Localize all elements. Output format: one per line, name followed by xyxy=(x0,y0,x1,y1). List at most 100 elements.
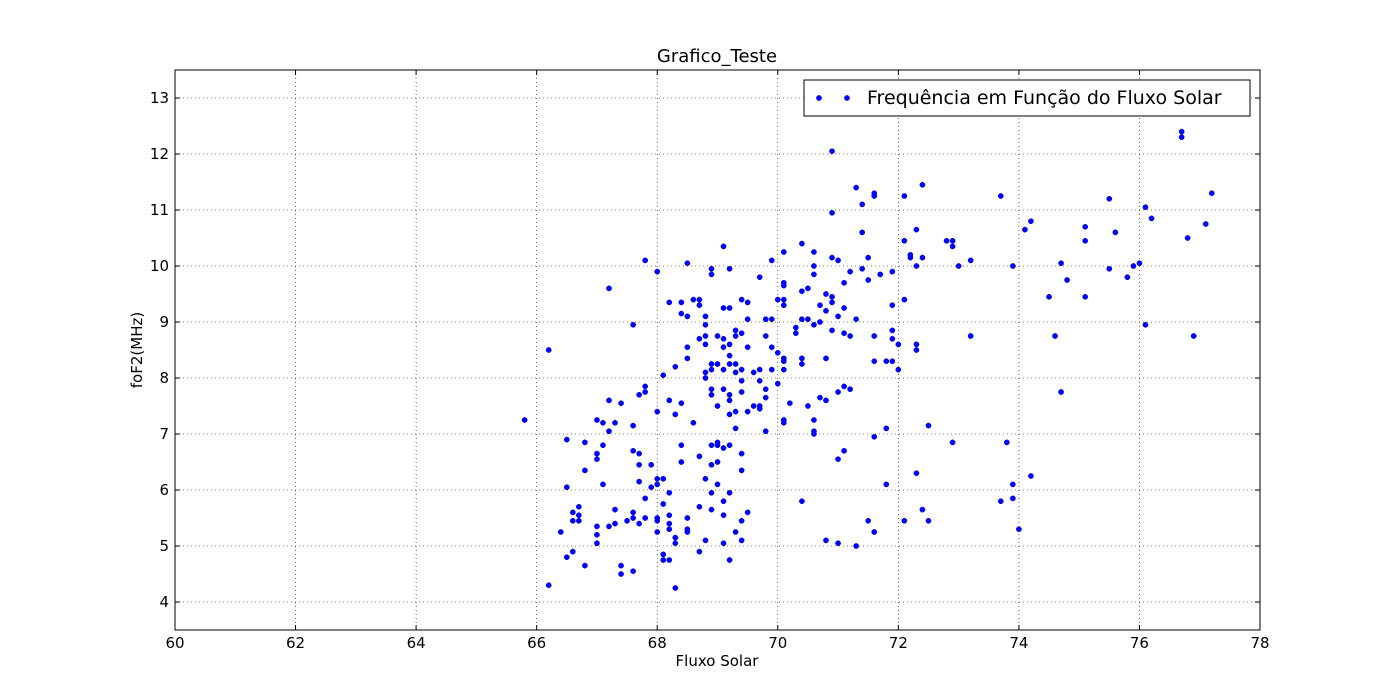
scatter-point xyxy=(1064,277,1070,283)
scatter-point xyxy=(967,333,974,339)
scatter-point xyxy=(684,515,691,521)
scatter-point xyxy=(768,316,775,323)
scatter-point xyxy=(732,425,739,432)
x-tick-label: 60 xyxy=(165,634,184,652)
scatter-point xyxy=(720,512,727,519)
scatter-point xyxy=(684,529,691,535)
scatter-point xyxy=(702,313,709,320)
scatter-point xyxy=(835,540,841,547)
scatter-point xyxy=(714,403,721,409)
scatter-point xyxy=(799,240,805,247)
scatter-point xyxy=(780,249,787,255)
y-tick-label: 10 xyxy=(150,257,169,275)
scatter-point xyxy=(696,302,703,309)
scatter-point xyxy=(708,366,715,373)
scatter-point xyxy=(582,467,588,474)
scatter-point xyxy=(750,403,757,409)
scatter-point xyxy=(708,442,715,449)
scatter-point xyxy=(811,431,817,437)
scatter-point xyxy=(1028,218,1034,225)
scatter-point xyxy=(720,335,727,342)
scatter-point xyxy=(702,341,709,348)
scatter-point xyxy=(780,302,787,309)
scatter-point xyxy=(642,383,649,390)
scatter-point xyxy=(853,316,859,323)
scatter-point xyxy=(678,310,685,317)
scatter-point xyxy=(780,419,787,426)
scatter-point xyxy=(1010,263,1016,269)
scatter-point xyxy=(1190,333,1197,339)
scatter-point xyxy=(823,355,829,362)
scatter-point xyxy=(630,515,636,521)
scatter-point xyxy=(563,554,570,561)
scatter-point xyxy=(582,562,588,569)
scatter-point xyxy=(871,358,878,365)
scatter-point xyxy=(756,274,763,281)
x-tick-label: 70 xyxy=(768,634,787,652)
scatter-point xyxy=(871,433,878,440)
scatter-point xyxy=(744,344,751,351)
scatter-point xyxy=(762,333,769,339)
scatter-point xyxy=(732,327,739,334)
scatter-point xyxy=(1028,473,1034,479)
scatter-point xyxy=(702,369,709,376)
scatter-point xyxy=(768,257,775,264)
scatter-point xyxy=(612,419,618,426)
scatter-point xyxy=(708,489,715,496)
legend: Frequência em Função do Fluxo Solar xyxy=(803,79,1251,117)
scatter-point xyxy=(594,456,600,463)
scatter-point xyxy=(720,386,727,393)
scatter-point xyxy=(835,257,841,264)
scatter-point xyxy=(805,403,811,409)
scatter-point xyxy=(576,517,582,524)
scatter-point xyxy=(943,237,950,244)
legend-marker xyxy=(816,95,822,101)
scatter-point xyxy=(630,568,636,575)
scatter-point xyxy=(762,316,769,323)
scatter-point xyxy=(708,361,715,367)
scatter-point xyxy=(865,254,872,261)
scatter-point xyxy=(786,400,793,407)
scatter-point xyxy=(1124,274,1131,281)
data-points xyxy=(521,128,1215,591)
scatter-point xyxy=(1082,293,1089,300)
scatter-point xyxy=(690,419,697,426)
scatter-point xyxy=(1058,389,1064,395)
scatter-point xyxy=(648,484,655,491)
scatter-point xyxy=(642,389,649,395)
scatter-point xyxy=(738,467,745,474)
scatter-point xyxy=(732,408,739,415)
scatter-point xyxy=(576,512,582,519)
scatter-point xyxy=(612,520,618,527)
scatter-point xyxy=(557,529,564,535)
scatter-point xyxy=(865,517,872,524)
scatter-point xyxy=(1016,526,1022,533)
scatter-point xyxy=(738,296,745,303)
scatter-point xyxy=(612,506,618,513)
scatter-point xyxy=(774,296,781,303)
scatter-point xyxy=(883,481,890,488)
scatter-point xyxy=(660,551,667,558)
scatter-point xyxy=(811,271,817,278)
scatter-point xyxy=(805,285,811,292)
scatter-point xyxy=(925,422,932,429)
scatter-point xyxy=(618,562,624,569)
scatter-point xyxy=(684,355,691,362)
scatter-point xyxy=(672,363,679,370)
scatter-point xyxy=(666,520,673,527)
scatter-point xyxy=(696,548,703,555)
scatter-point xyxy=(919,181,926,188)
scatter-point xyxy=(594,417,600,423)
scatter-point xyxy=(1106,265,1113,272)
scatter-point xyxy=(738,450,745,457)
scatter-point xyxy=(913,226,920,233)
x-tick-label: 74 xyxy=(1009,634,1028,652)
scatter-point xyxy=(853,184,859,191)
scatter-point xyxy=(799,498,805,505)
scatter-point xyxy=(811,321,817,328)
scatter-point xyxy=(636,520,642,527)
scatter-point xyxy=(720,366,727,373)
y-tick-label: 6 xyxy=(159,481,169,499)
y-tick-label: 8 xyxy=(159,369,169,387)
